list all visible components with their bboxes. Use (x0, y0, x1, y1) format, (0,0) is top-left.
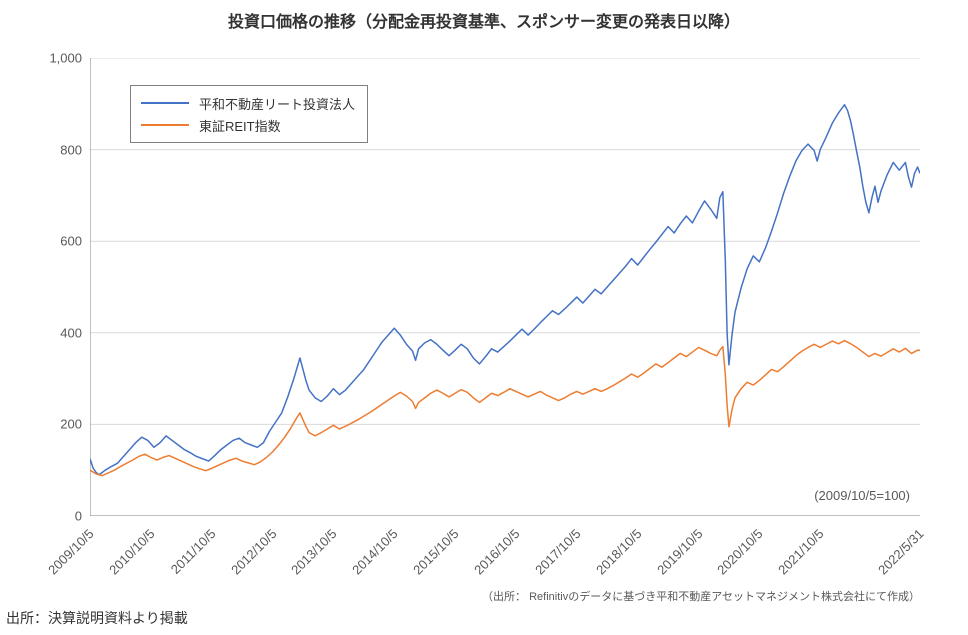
x-tick-label: 2020/10/5 (714, 526, 766, 578)
legend-label-heiwa: 平和不動産リート投資法人 (199, 94, 355, 113)
x-tick-label: 2021/10/5 (775, 526, 827, 578)
legend-item-heiwa: 平和不動産リート投資法人 (141, 92, 355, 114)
x-tick-label: 2013/10/5 (288, 526, 340, 578)
x-tick-label: 2009/10/5 (45, 526, 97, 578)
y-tick-label: 200 (60, 417, 82, 432)
x-tick-label: 2012/10/5 (228, 526, 280, 578)
x-tick-label: 2014/10/5 (349, 526, 401, 578)
chart-title: 投資口価格の推移（分配金再投資基準、スポンサー変更の発表日以降） (0, 8, 968, 32)
legend-item-tsereit: 東証REIT指数 (141, 114, 355, 136)
x-tick-label: 2022/5/31 (875, 526, 927, 578)
series-line-heiwa-reit (90, 105, 920, 475)
x-tick-label: 2010/10/5 (106, 526, 158, 578)
y-tick-label: 600 (60, 234, 82, 249)
y-tick-label: 1,000 (49, 51, 82, 66)
x-tick-label: 2016/10/5 (471, 526, 523, 578)
inline-source-note: （出所： Refinitivのデータに基づき平和不動産アセットマネジメント株式会… (482, 588, 920, 604)
page-root: 投資口価格の推移（分配金再投資基準、スポンサー変更の発表日以降） 平和不動産リー… (0, 0, 968, 635)
baseline-note: (2009/10/5=100) (814, 488, 910, 503)
x-tick-label: 2018/10/5 (593, 526, 645, 578)
x-tick-label: 2015/10/5 (410, 526, 462, 578)
legend-swatch-tsereit (141, 124, 189, 126)
legend-swatch-heiwa (141, 102, 189, 104)
attribution-note: 出所：決算説明資料より掲載 (6, 608, 188, 628)
x-tick-label: 2011/10/5 (167, 526, 218, 577)
legend-label-tsereit: 東証REIT指数 (199, 116, 281, 135)
y-tick-label: 800 (60, 142, 82, 157)
legend-box: 平和不動産リート投資法人 東証REIT指数 (130, 85, 368, 143)
y-tick-label: 400 (60, 325, 82, 340)
y-tick-label: 0 (75, 509, 82, 524)
x-tick-label: 2019/10/5 (654, 526, 706, 578)
x-tick-label: 2017/10/5 (532, 526, 584, 578)
